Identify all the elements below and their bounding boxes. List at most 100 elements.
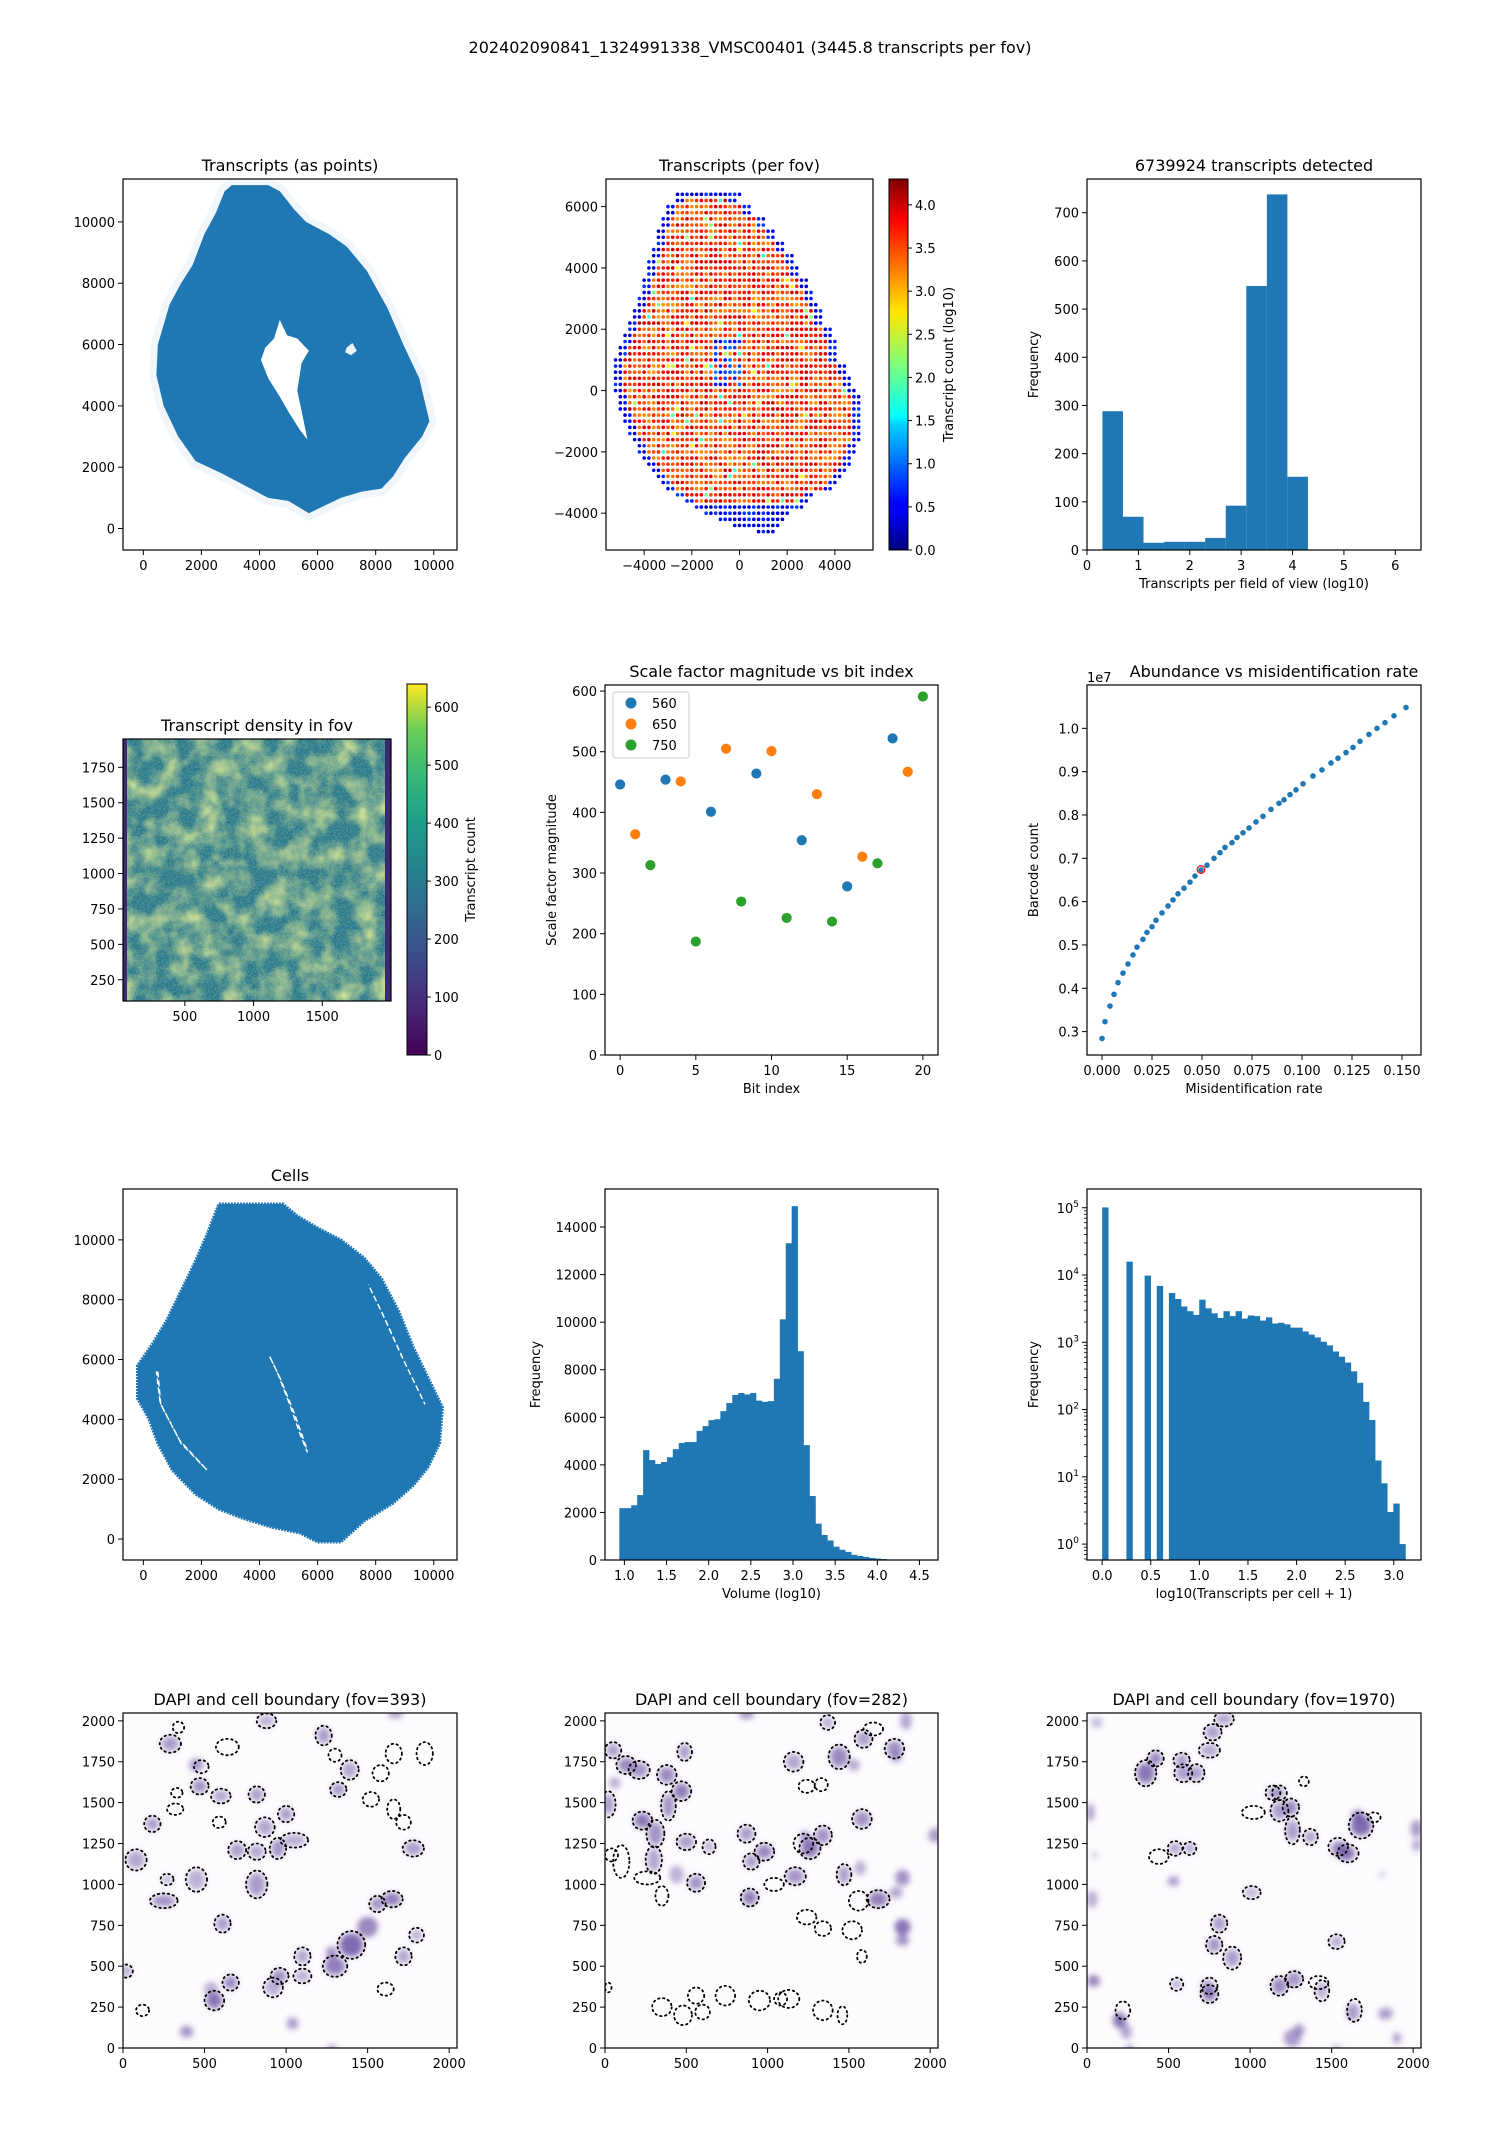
fov-dot bbox=[728, 370, 732, 374]
nucleus bbox=[1346, 2003, 1360, 2021]
fov-dot bbox=[670, 437, 675, 442]
fov-dot bbox=[647, 272, 651, 276]
fov-dot bbox=[823, 480, 828, 485]
fov-dot bbox=[651, 259, 656, 264]
fov-dot bbox=[799, 388, 804, 393]
fov-dot bbox=[761, 370, 766, 374]
fov-dot bbox=[756, 235, 761, 240]
cell-boundary bbox=[1197, 1742, 1221, 1759]
cell-boundary bbox=[1134, 1759, 1158, 1788]
fov-dot bbox=[704, 425, 708, 430]
x-tick-label: 5 bbox=[1340, 559, 1348, 574]
fov-dot bbox=[813, 486, 818, 491]
cell-boundary bbox=[293, 1946, 312, 1967]
cell-boundary bbox=[368, 1894, 387, 1914]
fov-dot bbox=[732, 511, 737, 516]
fov-dot bbox=[813, 425, 818, 430]
fov-dot bbox=[771, 382, 775, 387]
nucleus bbox=[630, 1762, 648, 1778]
fov-dot bbox=[785, 272, 789, 276]
fov-dot bbox=[847, 431, 851, 436]
fov-dot bbox=[842, 388, 847, 393]
fov-dot bbox=[761, 468, 766, 473]
cell-boundary bbox=[660, 1790, 677, 1822]
fov-dot bbox=[837, 407, 842, 411]
plot-area bbox=[149, 179, 437, 522]
fov-dot bbox=[666, 290, 670, 295]
plot-area bbox=[136, 1202, 445, 1544]
fov-dot bbox=[809, 419, 813, 424]
fov-dot bbox=[747, 382, 751, 387]
fov-dot bbox=[656, 364, 661, 368]
fov-dot bbox=[723, 443, 727, 448]
fov-dot bbox=[780, 302, 785, 307]
fov-dot bbox=[694, 480, 699, 485]
fov-dot bbox=[756, 450, 761, 454]
fov-dot bbox=[785, 419, 789, 424]
fov-dot bbox=[742, 302, 747, 307]
fov-dot bbox=[818, 364, 823, 368]
fov-dot bbox=[775, 345, 780, 350]
fov-dot bbox=[809, 351, 813, 356]
fov-dot bbox=[628, 431, 632, 436]
fov-dot bbox=[723, 401, 727, 405]
fov-dot bbox=[690, 235, 694, 240]
fov-dot bbox=[704, 505, 708, 509]
fov-dot bbox=[728, 437, 732, 442]
x-tick-label: 4000 bbox=[243, 1569, 276, 1584]
fov-dot bbox=[704, 272, 708, 276]
cell-boundary bbox=[865, 1889, 891, 1910]
fov-dot bbox=[647, 327, 651, 332]
fov-dot bbox=[775, 284, 780, 289]
fov-dot bbox=[713, 456, 718, 460]
fov-dot bbox=[837, 364, 842, 368]
cell-boundary bbox=[1205, 1935, 1224, 1955]
fov-dot bbox=[766, 511, 770, 516]
fov-dot bbox=[823, 450, 828, 454]
nucleus bbox=[1087, 1803, 1095, 1822]
x-tick-label: 10 bbox=[763, 1064, 780, 1079]
fov-dot bbox=[675, 241, 680, 246]
fov-dot bbox=[666, 388, 670, 393]
fov-dot bbox=[690, 407, 694, 411]
y-tick-label: 0 bbox=[589, 1049, 597, 1064]
cell-boundaries bbox=[123, 1713, 434, 2018]
fov-dot bbox=[790, 339, 794, 344]
fov-dot bbox=[699, 296, 704, 301]
histogram-bar bbox=[1229, 1316, 1236, 1560]
fov-dot bbox=[771, 499, 775, 503]
nucleus bbox=[410, 1929, 423, 1942]
cell-boundary bbox=[135, 2003, 150, 2018]
fov-dot bbox=[828, 394, 832, 399]
data-point bbox=[1350, 744, 1356, 751]
fov-dot bbox=[747, 235, 751, 240]
cell-boundary bbox=[841, 1920, 863, 1941]
cell-boundary bbox=[361, 1791, 380, 1808]
fov-dot bbox=[732, 394, 737, 399]
fov-dot bbox=[747, 327, 751, 332]
fov-dot bbox=[742, 223, 747, 227]
fov-dot bbox=[771, 345, 775, 350]
fov-dot bbox=[752, 480, 756, 485]
fov-dot bbox=[780, 419, 785, 424]
x-tick-label: 0.000 bbox=[1083, 1064, 1120, 1079]
fov-dot bbox=[628, 376, 632, 381]
fov-dot bbox=[837, 413, 842, 417]
x-tick-label: 0 bbox=[1083, 559, 1091, 574]
fov-dot bbox=[752, 493, 756, 497]
fov-dot bbox=[804, 413, 809, 417]
fov-dot bbox=[794, 290, 799, 295]
fov-dot bbox=[747, 431, 751, 436]
cell-boundary bbox=[184, 1866, 208, 1893]
y-tick-label: 8000 bbox=[82, 277, 115, 292]
cell-boundary bbox=[380, 1890, 404, 1909]
fov-dot bbox=[771, 401, 775, 405]
fov-dot bbox=[637, 339, 642, 344]
fov-dot bbox=[790, 450, 794, 454]
fov-dot bbox=[842, 382, 847, 387]
fov-dot bbox=[747, 247, 751, 252]
nucleus bbox=[271, 1839, 285, 1858]
nucleus bbox=[889, 1886, 903, 1899]
fov-dot bbox=[809, 480, 813, 485]
